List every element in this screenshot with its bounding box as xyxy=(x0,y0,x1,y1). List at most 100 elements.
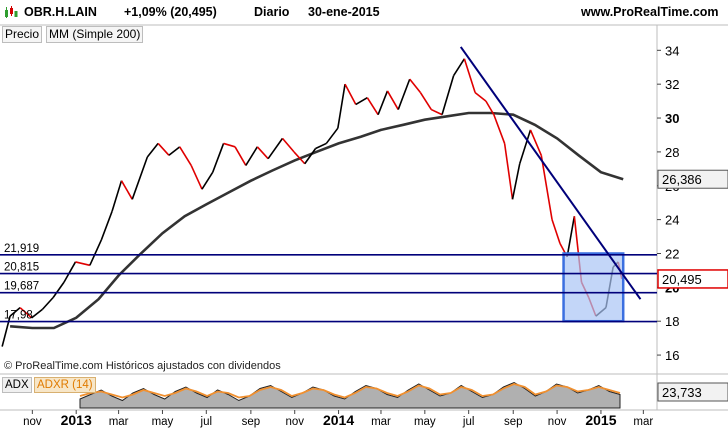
price-segment xyxy=(31,308,43,319)
price-segment xyxy=(397,78,411,110)
price-segment xyxy=(179,146,192,166)
x-tick-label: mar xyxy=(633,416,653,428)
x-tick-label: nov xyxy=(285,416,304,428)
x-tick-label: may xyxy=(414,416,436,428)
price-segment xyxy=(100,210,113,241)
adxr-line xyxy=(79,383,621,399)
ticker-symbol: OBR.H.LAIN xyxy=(24,5,97,19)
x-tick-label: 2014 xyxy=(323,412,354,428)
price-segment xyxy=(344,83,357,105)
price-segment xyxy=(245,146,259,166)
price-change: +1,09% (20,495) xyxy=(124,5,217,19)
price-segment xyxy=(474,92,487,102)
price-segment xyxy=(157,142,170,156)
y-tick-label: 16 xyxy=(665,348,679,363)
price-segment xyxy=(52,281,65,298)
y-tick-label: 30 xyxy=(665,111,679,126)
highlight-box xyxy=(562,252,625,323)
moving-average-tag[interactable]: MM (Simple 200) xyxy=(46,26,144,43)
price-segment xyxy=(190,165,203,190)
chart-header: OBR.H.LAIN +1,09% (20,495) Diario 30-ene… xyxy=(0,0,728,24)
price-segment xyxy=(212,143,225,173)
price-segment xyxy=(131,156,149,200)
price-segment xyxy=(9,307,21,317)
price-segment xyxy=(355,97,368,106)
price-segment xyxy=(201,171,214,190)
last-price-label: 20,495 xyxy=(662,272,702,287)
ma-value-label: 26,386 xyxy=(662,172,702,187)
price-segment xyxy=(386,90,399,110)
x-tick-label: 2015 xyxy=(585,412,616,428)
price-segment xyxy=(463,58,476,93)
price-segment xyxy=(441,75,455,115)
price-segment xyxy=(315,142,327,150)
adx-tag[interactable]: ADX xyxy=(2,377,32,393)
price-segment xyxy=(540,155,553,220)
price-segment xyxy=(485,100,495,116)
price-segment xyxy=(430,108,443,116)
price-segment xyxy=(281,137,295,153)
x-tick-label: may xyxy=(152,416,174,428)
candlestick-logo-icon xyxy=(5,6,18,18)
price-segment xyxy=(529,129,543,156)
y-tick-label: 32 xyxy=(665,77,679,92)
site-url[interactable]: www.ProRealTime.com xyxy=(581,5,719,19)
x-tick-label: nov xyxy=(548,416,567,428)
price-segment xyxy=(493,114,506,144)
price-segment xyxy=(63,261,77,283)
price-segment xyxy=(518,129,532,164)
watermark-text: © ProRealTime.com Históricos ajustados c… xyxy=(4,360,281,372)
price-segment xyxy=(146,142,159,158)
price-segment xyxy=(293,151,306,165)
level-label: 17,98 xyxy=(4,310,33,322)
x-tick-label: mar xyxy=(371,416,391,428)
date-label: 30-ene-2015 xyxy=(308,5,380,19)
ma-value-box xyxy=(657,169,728,189)
price-segment xyxy=(19,307,33,319)
adx-value-box xyxy=(657,382,728,402)
y-tick-label: 18 xyxy=(665,314,679,329)
price-segment xyxy=(267,137,284,160)
y-tick-label: 22 xyxy=(665,246,679,261)
level-label: 20,815 xyxy=(4,262,39,274)
y-tick-label: 28 xyxy=(665,145,679,160)
price-segment xyxy=(223,142,236,148)
y-tick-label: 24 xyxy=(665,213,679,228)
price-segment xyxy=(337,84,346,129)
period-label: Diario xyxy=(254,5,290,19)
level-label: 19,687 xyxy=(4,281,39,293)
adx-value-label: 23,733 xyxy=(662,385,702,400)
price-segment xyxy=(304,148,317,165)
price-segment xyxy=(89,239,103,266)
sma200-line xyxy=(10,111,624,330)
price-segment xyxy=(503,143,514,200)
x-tick-label: sep xyxy=(242,416,261,428)
price-segment xyxy=(452,58,466,77)
price-segment xyxy=(377,90,389,115)
price-segment xyxy=(511,163,521,200)
price-segment xyxy=(120,180,133,200)
x-tick-label: jul xyxy=(462,416,475,428)
last-price-box xyxy=(657,269,728,289)
price-segment xyxy=(419,92,432,111)
level-label: 21,919 xyxy=(4,243,39,255)
price-segment xyxy=(75,261,91,267)
price-segment xyxy=(234,146,247,166)
price-segment xyxy=(41,296,54,310)
price-segment xyxy=(551,219,561,244)
x-tick-label: jul xyxy=(200,416,213,428)
price-segment xyxy=(168,146,181,156)
x-tick-label: nov xyxy=(23,416,42,428)
x-tick-label: mar xyxy=(109,416,129,428)
price-segment xyxy=(566,216,576,258)
downtrend-line xyxy=(459,46,642,300)
adxr-tag[interactable]: ADXR (14) xyxy=(34,377,96,393)
price-segment xyxy=(409,78,422,94)
y-tick-label: 34 xyxy=(665,43,679,58)
x-tick-label: 2013 xyxy=(61,412,92,428)
x-tick-label: sep xyxy=(504,416,523,428)
price-segment xyxy=(325,127,339,144)
price-segment xyxy=(256,146,269,160)
price-tag[interactable]: Precio xyxy=(2,26,43,43)
